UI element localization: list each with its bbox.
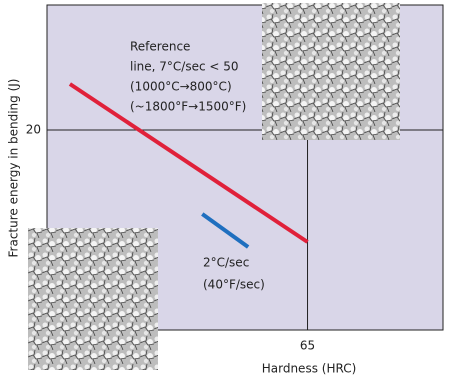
plot-border bbox=[46, 4, 444, 331]
data-line bbox=[201, 212, 250, 249]
annotation: (1000°C→800°C) bbox=[130, 80, 232, 94]
y-tick-label: 20 bbox=[26, 123, 41, 137]
data-line bbox=[68, 82, 309, 244]
annotation: (~1800°F→1500°F) bbox=[130, 100, 246, 114]
annotation: 2°C/sec bbox=[203, 256, 249, 270]
annotation: Reference bbox=[130, 40, 190, 54]
annotation: (40°F/sec) bbox=[203, 278, 265, 292]
annotation: line, 7°C/sec < 50 bbox=[130, 60, 239, 74]
x-tick-label: 65 bbox=[300, 339, 315, 353]
micrograph-image bbox=[28, 228, 158, 370]
x-axis-label: Hardness (HRC) bbox=[262, 362, 357, 376]
micrograph-image bbox=[262, 3, 400, 140]
y-axis-label: Fracture energy in bending (J) bbox=[7, 79, 21, 258]
